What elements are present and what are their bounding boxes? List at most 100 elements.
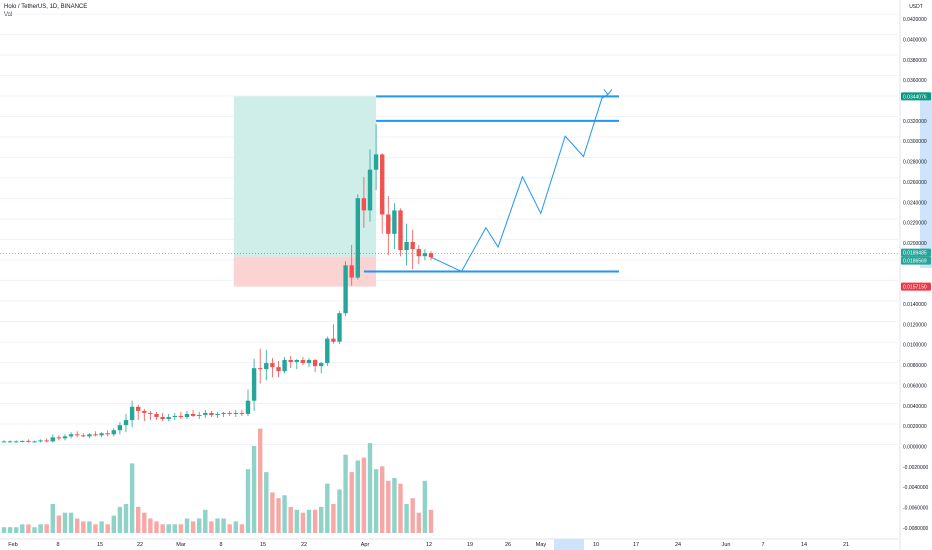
candle-body	[190, 413, 196, 416]
volume-bar	[20, 524, 25, 533]
candle-body	[245, 400, 251, 414]
x-tick-label: Feb	[8, 542, 17, 548]
candle-body	[270, 363, 275, 368]
volume-bar	[404, 504, 409, 533]
candle-body	[184, 413, 190, 417]
time-axis: Feb 8 15 22 Mar 8 15 22 Apr 12 19 26 May 10 17 24 Jun 7 14…	[0, 538, 898, 550]
candle-body	[203, 412, 208, 415]
position-zones	[0, 13, 898, 445]
candle-body	[410, 241, 415, 250]
candle-body	[7, 441, 13, 443]
candle-body	[87, 434, 92, 437]
loss-zone	[233, 256, 376, 287]
candle-body	[392, 210, 397, 234]
volume-bar	[75, 518, 80, 533]
axis-unit: USDT	[909, 4, 923, 10]
volume-bar	[373, 469, 379, 533]
candle-body	[428, 253, 434, 258]
x-tick-label: 21	[843, 542, 849, 548]
price-axis-bg	[900, 0, 932, 550]
volume-bar	[178, 524, 184, 533]
candle-body	[50, 437, 55, 442]
x-tick-label: 17	[633, 542, 639, 548]
volume-bar	[239, 524, 245, 533]
x-tick-label: 8	[219, 542, 222, 548]
volume-bar	[148, 518, 153, 533]
volume-bar	[233, 521, 238, 533]
volume-bar	[129, 463, 135, 533]
x-tick-label: Jun	[722, 542, 731, 548]
volume-bar	[416, 512, 421, 533]
volume-bar	[294, 509, 299, 533]
volume-bar	[422, 480, 428, 533]
candle-body	[337, 313, 342, 342]
price-badges: 0.0344076 0.0189485 0.0186569 0.0157150	[901, 92, 931, 291]
candle-body	[227, 412, 232, 414]
volume-bar	[319, 506, 324, 533]
candle-body	[239, 412, 245, 414]
volume-bar	[312, 509, 318, 533]
candle-body	[367, 169, 373, 211]
x-tick-label: 14	[801, 542, 807, 548]
y-tick-label: 0.0140000	[903, 302, 927, 308]
volume-bar	[276, 498, 281, 533]
volume-bar	[190, 521, 196, 533]
y-tick-label: 0.0360000	[903, 78, 927, 84]
volume-bar	[184, 518, 190, 533]
candle-body	[312, 360, 318, 367]
volume-bar	[410, 498, 415, 533]
y-tick-label: 0.0100000	[903, 343, 927, 349]
candle-body	[386, 214, 391, 234]
volume-bar	[264, 472, 269, 533]
candle-body	[343, 265, 348, 314]
stop-price-badge-bg	[901, 282, 931, 291]
volume-bar	[325, 483, 330, 533]
volume-bar	[227, 524, 232, 533]
current-price-badge: 0.0189485	[903, 251, 927, 257]
candle-body	[26, 440, 31, 442]
candle-body	[75, 434, 80, 436]
y-tick-label: 0.0300000	[903, 139, 927, 145]
candle-body	[44, 440, 49, 442]
x-tick-label: 15	[260, 542, 266, 548]
volume-bar	[160, 524, 165, 533]
candle-body	[251, 368, 257, 401]
volume-bar	[349, 472, 354, 533]
volume-bar	[386, 480, 391, 533]
volume-bar	[154, 521, 159, 533]
volume-bar	[38, 524, 43, 533]
volume-bar	[288, 506, 293, 533]
y-tick-label: 0.0260000	[903, 180, 927, 186]
volume-bar	[172, 524, 177, 533]
candle-body	[105, 433, 110, 435]
candle-body	[233, 412, 238, 414]
candle-body	[422, 253, 428, 257]
volume-bar	[68, 512, 74, 533]
candle-body	[160, 416, 165, 420]
current-price-badge-bg	[901, 248, 931, 257]
volume-bars	[1, 428, 434, 533]
x-tick-label: 19	[467, 542, 473, 548]
volume-bar	[355, 460, 360, 533]
y-tick-label: -0.0020000	[903, 465, 929, 471]
volume-bar	[62, 512, 68, 533]
y-tick-label: 0.0320000	[903, 119, 927, 125]
entry-price-badge: 0.0186569	[903, 259, 927, 265]
volume-bar	[392, 477, 397, 533]
y-tick-label: -0.0080000	[903, 526, 929, 532]
x-tick-label: Apr	[361, 542, 370, 548]
candle-body	[1, 441, 7, 443]
candle-body	[123, 420, 129, 426]
x-tick-label: 8	[56, 542, 59, 548]
y-tick-label: 0.0420000	[903, 17, 927, 23]
volume-bar	[32, 527, 37, 533]
y-tick-label: 0.0200000	[903, 241, 927, 247]
volume-bar	[270, 492, 275, 533]
volume-bar	[367, 443, 373, 533]
x-tick-label: 10	[593, 542, 599, 548]
candle-body	[300, 360, 306, 364]
volume-bar	[81, 521, 86, 533]
y-tick-label: 0.0000000	[903, 445, 927, 451]
candle-body	[38, 440, 43, 442]
